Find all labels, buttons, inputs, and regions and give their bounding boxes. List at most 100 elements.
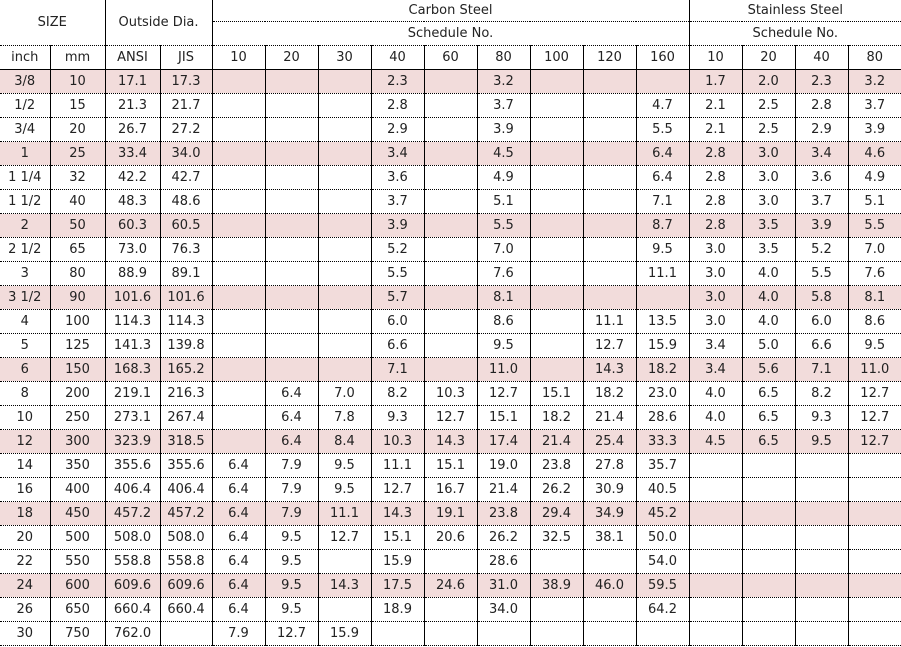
- table-cell: 101.6: [105, 285, 161, 310]
- empty-cell: [583, 285, 637, 310]
- table-cell: 6.6: [795, 333, 849, 358]
- table-cell: 8.2: [795, 381, 849, 406]
- table-cell: 273.1: [105, 405, 161, 430]
- empty-cell: [742, 597, 796, 622]
- empty-cell: [318, 165, 372, 190]
- table-row: 16 400 406.4 406.4 6.4 7.9 9.5 12.7 16.7 21.4 26.2…: [0, 477, 901, 502]
- table-cell: 73.0: [105, 237, 161, 262]
- empty-cell: [424, 309, 478, 334]
- table-cell: 457.2: [105, 501, 161, 526]
- empty-cell: [477, 621, 531, 646]
- empty-cell: [212, 69, 266, 94]
- table-cell: 50: [50, 213, 106, 238]
- table-cell: 2.1: [689, 93, 743, 118]
- table-cell: 6.6: [371, 333, 425, 358]
- table-cell: 88.9: [105, 261, 161, 286]
- empty-cell: [318, 285, 372, 310]
- table-cell: 8.6: [848, 309, 901, 334]
- table-row: 2 1/2 65 73.0 76.3 5.2 7.0 9.5 3.0 3.5 5.2 7.0: [0, 237, 901, 262]
- table-cell: 323.9: [105, 429, 161, 454]
- table-cell: 42.2: [105, 165, 161, 190]
- empty-cell: [424, 621, 478, 646]
- table-cell: 10.3: [424, 381, 478, 406]
- table-cell: 3 1/2: [0, 285, 51, 310]
- table-cell: 33.4: [105, 141, 161, 166]
- table-cell: 5.6: [742, 357, 796, 382]
- table-cell: 23.8: [530, 453, 584, 478]
- table-cell: 12.7: [371, 477, 425, 502]
- table-cell: 7.0: [318, 381, 372, 406]
- table-cell: 10.3: [371, 429, 425, 454]
- table-cell: 3/4: [0, 117, 51, 142]
- table-cell: 48.6: [160, 189, 213, 214]
- empty-cell: [318, 117, 372, 142]
- table-cell: 32.5: [530, 525, 584, 550]
- table-cell: 31.0: [477, 573, 531, 598]
- table-row: 10 250 273.1 267.4 6.4 7.8 9.3 12.7 15.1 18.2 21.4…: [0, 405, 901, 430]
- table-cell: 17.1: [105, 69, 161, 94]
- column-header: 10: [212, 45, 266, 70]
- table-row: 30 750 762.0 7.9 12.7 15.9: [0, 621, 901, 646]
- table-cell: 508.0: [105, 525, 161, 550]
- empty-cell: [424, 189, 478, 214]
- empty-cell: [212, 309, 266, 334]
- column-header: ANSI: [105, 45, 161, 70]
- empty-cell: [424, 237, 478, 262]
- table-cell: 2.3: [795, 69, 849, 94]
- column-header: JIS: [160, 45, 213, 70]
- table-cell: 7.1: [795, 357, 849, 382]
- table-cell: 2.5: [742, 117, 796, 142]
- table-cell: 27.2: [160, 117, 213, 142]
- empty-cell: [742, 573, 796, 598]
- table-row: 3 1/2 90 101.6 101.6 5.7 8.1 3.0 4.0 5.8 8.1: [0, 285, 901, 310]
- table-cell: 9.5: [265, 549, 319, 574]
- table-cell: 45.2: [636, 501, 690, 526]
- column-header: 120: [583, 45, 637, 70]
- table-cell: 6.5: [742, 405, 796, 430]
- table-row: 6 150 168.3 165.2 7.1 11.0 14.3 18.2 3.4 5.6 7.1 11…: [0, 357, 901, 382]
- table-cell: 48.3: [105, 189, 161, 214]
- table-cell: 14.3: [424, 429, 478, 454]
- table-cell: 8: [0, 381, 51, 406]
- table-cell: 12.7: [848, 405, 901, 430]
- column-header: 20: [742, 45, 796, 70]
- empty-cell: [583, 261, 637, 286]
- empty-cell: [742, 453, 796, 478]
- table-cell: 3.7: [371, 189, 425, 214]
- empty-cell: [742, 549, 796, 574]
- empty-cell: [530, 237, 584, 262]
- table-cell: 7.9: [212, 621, 266, 646]
- table-cell: 25: [50, 141, 106, 166]
- empty-cell: [689, 525, 743, 550]
- table-cell: 8.6: [477, 309, 531, 334]
- table-cell: 14: [0, 453, 51, 478]
- table-cell: 6: [0, 357, 51, 382]
- table-cell: 20: [0, 525, 51, 550]
- empty-cell: [318, 141, 372, 166]
- table-cell: 1/2: [0, 93, 51, 118]
- size-header: SIZE: [0, 0, 106, 46]
- table-cell: 550: [50, 549, 106, 574]
- table-cell: 650: [50, 597, 106, 622]
- table-row: 1 25 33.4 34.0 3.4 4.5 6.4 2.8 3.0 3.4 4.6: [0, 141, 901, 166]
- table-cell: 100: [50, 309, 106, 334]
- empty-cell: [212, 213, 266, 238]
- table-cell: 11.1: [318, 501, 372, 526]
- empty-cell: [212, 165, 266, 190]
- empty-cell: [265, 237, 319, 262]
- empty-cell: [530, 165, 584, 190]
- table-cell: 500: [50, 525, 106, 550]
- table-cell: 609.6: [105, 573, 161, 598]
- table-cell: 33.3: [636, 429, 690, 454]
- table-cell: 3.0: [689, 237, 743, 262]
- table-cell: 7.1: [371, 357, 425, 382]
- table-cell: 12.7: [477, 381, 531, 406]
- table-cell: 2.8: [689, 213, 743, 238]
- empty-cell: [424, 261, 478, 286]
- table-cell: 76.3: [160, 237, 213, 262]
- table-cell: 5.5: [795, 261, 849, 286]
- table-row: 26 650 660.4 660.4 6.4 9.5 18.9 34.0 64.2: [0, 597, 901, 622]
- empty-cell: [583, 141, 637, 166]
- table-cell: 15.1: [424, 453, 478, 478]
